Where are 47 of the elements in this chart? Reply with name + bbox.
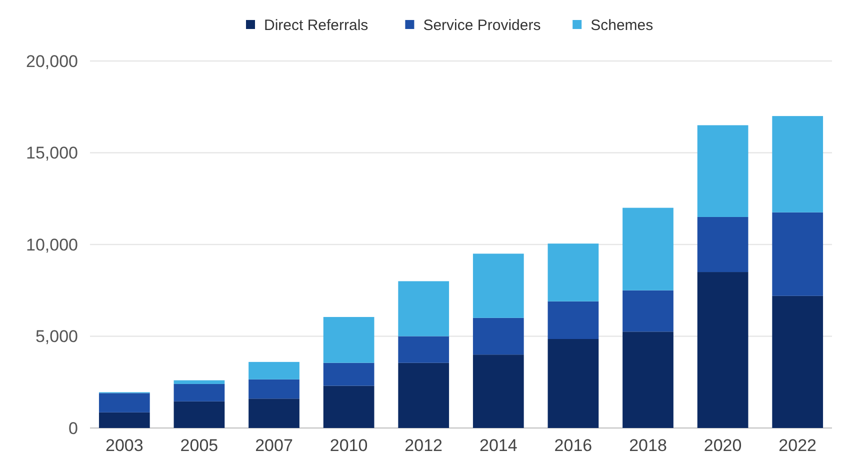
x-tick-label: 2007: [255, 436, 293, 455]
bar: [323, 316, 374, 363]
y-tick-label: 0: [68, 418, 78, 438]
legend-label: Direct Referrals: [264, 17, 368, 34]
bar: [697, 216, 748, 272]
bar: [772, 116, 824, 212]
bar: [548, 301, 599, 340]
y-tick-label: 20,000: [26, 52, 78, 71]
y-tick-label: 5,000: [35, 327, 78, 346]
legend-label: Schemes: [590, 17, 654, 34]
legend-label: Service Providers: [423, 17, 541, 34]
x-tick-label: 2010: [330, 436, 368, 455]
bar: [398, 362, 450, 428]
bar: [174, 380, 225, 384]
bar: [174, 401, 225, 428]
bar: [323, 386, 374, 428]
bar: [174, 384, 225, 402]
bar: [772, 296, 824, 428]
x-tick-label: 2014: [479, 436, 518, 455]
bar: [98, 412, 150, 428]
x-tick-label: 2018: [629, 436, 667, 455]
x-tick-label: 2022: [778, 436, 817, 455]
bar: [697, 125, 748, 217]
x-tick-label: 2003: [105, 436, 144, 455]
bar: [472, 254, 524, 318]
bar: [472, 318, 524, 355]
bar: [248, 379, 300, 399]
x-tick-label: 2016: [554, 436, 592, 455]
bar: [772, 212, 824, 296]
bar: [323, 362, 374, 386]
bar: [98, 393, 150, 412]
bar: [548, 244, 599, 302]
y-tick-label: 15,000: [26, 144, 78, 163]
x-tick-label: 2012: [404, 436, 443, 455]
bar: [248, 362, 300, 380]
bar: [622, 332, 674, 428]
bar: [622, 290, 674, 332]
bar: [398, 336, 450, 363]
bar: [248, 398, 300, 428]
x-tick-label: 2020: [704, 436, 742, 455]
bar: [472, 354, 524, 428]
y-tick-label: 10,000: [26, 235, 78, 254]
bar: [398, 281, 450, 336]
bar: [548, 339, 599, 428]
bar: [697, 272, 748, 428]
x-tick-label: 2005: [180, 436, 218, 455]
bar: [622, 208, 674, 290]
